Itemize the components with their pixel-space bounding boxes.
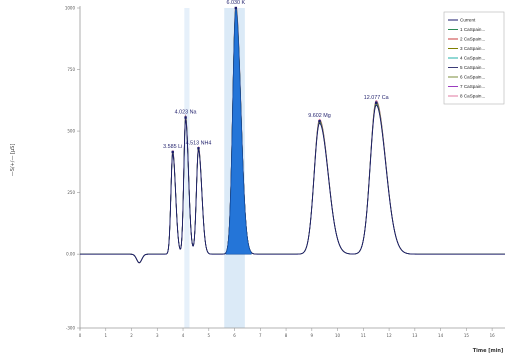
x-axis-ticks: 0 1 2 3 4 5 6 7 8 9 10 11 12 13 14 15 16: [79, 328, 495, 338]
legend-label: 7 CaSpain...: [460, 84, 485, 89]
peak-label: 6.030 K: [227, 0, 246, 6]
x-tick-label: 0: [79, 333, 82, 338]
peak-marker: [234, 6, 238, 10]
x-tick-label: 16: [490, 333, 496, 338]
legend: Current 1 CaSpain... 2 CaSpain... 3 CaSpain…: [443, 11, 505, 105]
x-tick-label: 6: [233, 333, 236, 338]
y-tick-label: 750: [67, 67, 75, 72]
x-tick-label: 7: [259, 333, 262, 338]
highlight-band-2: [184, 8, 190, 328]
x-tick-label: 3: [156, 333, 159, 338]
y-axis-ticks: 1000 750 500 250 0.00 -300: [65, 6, 80, 331]
y-tick-label: 1000: [65, 6, 76, 11]
x-tick-label: 10: [335, 333, 341, 338]
x-tick-label: 12: [387, 333, 393, 338]
x-tick-label: 9: [311, 333, 314, 338]
legend-label: 5 CaSpain...: [460, 65, 485, 70]
peak-label: 9.602 Mg: [308, 113, 330, 119]
legend-label: 4 CaSpain...: [460, 56, 485, 61]
x-tick-label: 13: [412, 333, 418, 338]
y-tick-label: 0.00: [66, 252, 75, 257]
x-tick-label: 4: [182, 333, 185, 338]
series-line-0: [80, 11, 505, 264]
y-tick-label: 250: [67, 190, 75, 195]
x-tick-label: 11: [361, 333, 367, 338]
peak-marker: [197, 147, 200, 150]
legend-label: Current: [460, 18, 476, 23]
peak-label: 12.077 Ca: [364, 95, 389, 101]
x-tick-label: 8: [285, 333, 288, 338]
legend-label: 1 CaSpain...: [460, 27, 485, 32]
peak-labels: 3.585 Li 4.023 Na 4.513 NH4 6.030 K 9.602 Mg…: [163, 0, 389, 154]
peak-marker: [318, 120, 321, 123]
peak-label: 4.513 NH4: [186, 140, 212, 146]
x-tick-label: 2: [130, 333, 133, 338]
peak-marker: [184, 116, 187, 119]
y-tick-label: -300: [66, 326, 76, 331]
x-tick-label: 5: [208, 333, 211, 338]
peak-label: 4.023 Na: [175, 110, 197, 116]
x-tick-label: 15: [464, 333, 470, 338]
legend-label: 3 CaSpain...: [460, 46, 485, 51]
x-axis-title: Time [min]: [473, 348, 504, 354]
peak-marker: [171, 150, 174, 154]
legend-label: 6 CaSpain...: [460, 75, 485, 80]
peak-fills: [225, 7, 252, 255]
peak-fill: [225, 7, 252, 255]
y-tick-label: 500: [67, 129, 75, 134]
x-tick-label: 14: [438, 333, 444, 338]
peak-marker: [375, 101, 378, 104]
series-lines: [80, 7, 505, 264]
legend-label: 2 CaSpain...: [460, 37, 485, 42]
legend-label: 8 CaSpain...: [460, 94, 485, 99]
peak-label: 3.585 Li: [163, 144, 182, 150]
x-tick-label: 1: [104, 333, 107, 338]
y-axis-title: —S/+/— [µS]: [10, 144, 16, 177]
